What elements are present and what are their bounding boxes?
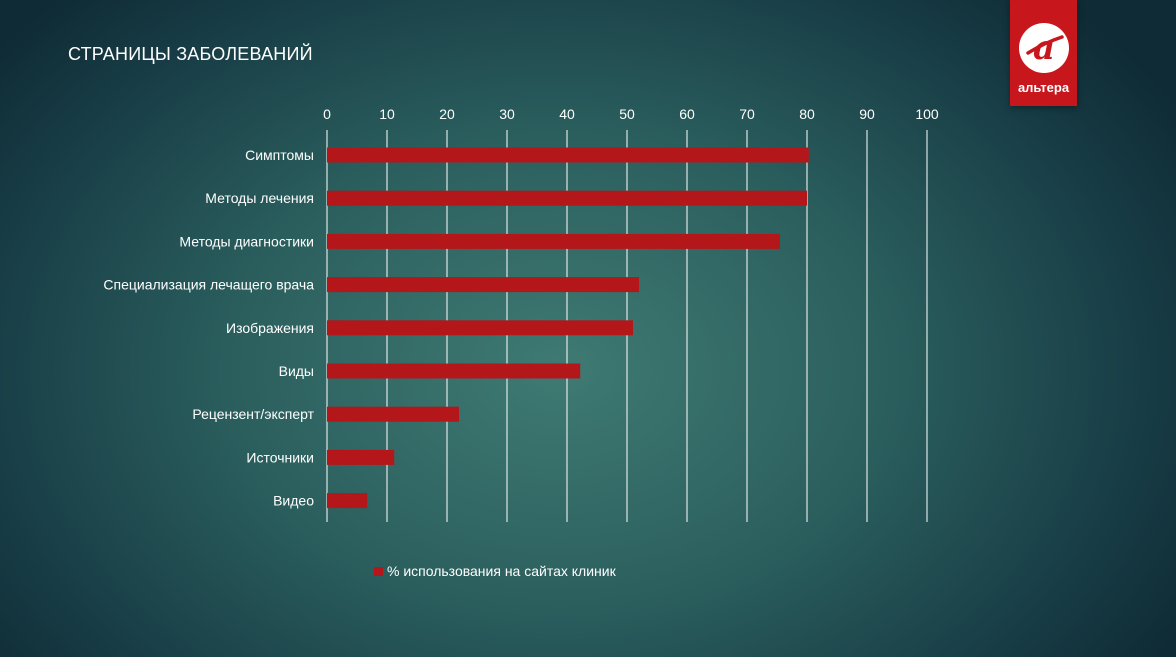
bar bbox=[327, 233, 780, 249]
bar bbox=[327, 320, 633, 336]
category-label: Специализация лечащего врача bbox=[103, 277, 314, 293]
x-tick-label: 30 bbox=[499, 106, 515, 122]
category-label: Методы диагностики bbox=[179, 233, 314, 249]
bar bbox=[327, 147, 809, 163]
slide-title: СТРАНИЦЫ ЗАБОЛЕВАНИЙ bbox=[68, 44, 313, 64]
x-tick-label: 60 bbox=[679, 106, 695, 122]
bar bbox=[327, 363, 581, 379]
x-tick-label: 10 bbox=[379, 106, 395, 122]
chart-legend: % использования на сайтах клиник bbox=[374, 563, 616, 579]
category-label: Методы лечения bbox=[205, 190, 314, 206]
x-tick-label: 70 bbox=[739, 106, 755, 122]
altera-logo: a альтера bbox=[1010, 0, 1077, 106]
x-tick-label: 90 bbox=[859, 106, 875, 122]
altera-a-logo-icon: a bbox=[1019, 23, 1069, 73]
legend-swatch bbox=[374, 566, 383, 576]
bar bbox=[327, 277, 639, 293]
x-tick-label: 50 bbox=[619, 106, 635, 122]
x-tick-label: 40 bbox=[559, 106, 575, 122]
bar bbox=[327, 406, 459, 422]
x-tick-label: 0 bbox=[323, 106, 331, 122]
logo-text: альтера bbox=[1017, 80, 1070, 95]
category-label: Видео bbox=[273, 493, 314, 509]
category-label: Рецензент/эксперт bbox=[192, 406, 314, 422]
bar bbox=[327, 449, 395, 465]
bar bbox=[327, 493, 368, 509]
bar bbox=[327, 190, 807, 206]
category-label: Виды bbox=[279, 363, 314, 379]
category-label: Симптомы bbox=[245, 147, 314, 163]
category-label: Изображения bbox=[226, 320, 314, 336]
svg-text:a: a bbox=[1033, 28, 1055, 68]
category-label: Источники bbox=[246, 449, 314, 465]
x-tick-label: 100 bbox=[915, 106, 939, 122]
x-tick-label: 20 bbox=[439, 106, 455, 122]
x-tick-label: 80 bbox=[799, 106, 815, 122]
legend-label: % использования на сайтах клиник bbox=[387, 563, 616, 579]
